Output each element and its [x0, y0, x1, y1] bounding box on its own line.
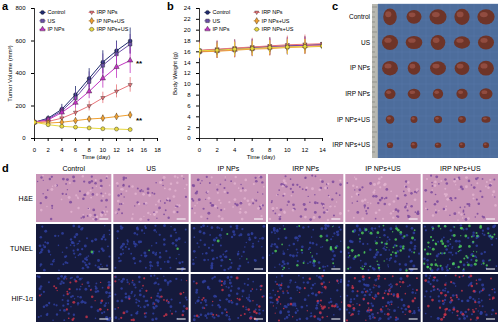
svg-text:US: US: [146, 165, 156, 172]
svg-text:10: 10: [284, 147, 291, 153]
svg-text:10: 10: [184, 81, 191, 87]
svg-text:8: 8: [87, 147, 91, 153]
html-text:b: b: [167, 0, 174, 12]
svg-text:TUNEL: TUNEL: [10, 245, 33, 252]
svg-text:**: **: [136, 59, 143, 68]
svg-text:18: 18: [154, 147, 161, 153]
svg-text:800: 800: [15, 5, 26, 11]
svg-text:400: 400: [15, 70, 26, 76]
svg-text:US: US: [361, 39, 371, 46]
svg-text:Body Weight (g): Body Weight (g): [172, 52, 178, 95]
svg-text:14: 14: [127, 147, 134, 153]
svg-text:HIF-1α: HIF-1α: [11, 295, 33, 302]
svg-text:24: 24: [184, 5, 191, 11]
svg-text:14: 14: [319, 147, 326, 153]
svg-text:IRP NPs: IRP NPs: [345, 90, 371, 97]
svg-text:4: 4: [187, 114, 191, 120]
svg-text:IRP NPs: IRP NPs: [262, 9, 283, 15]
svg-text:6: 6: [251, 147, 255, 153]
svg-text:Control: Control: [47, 9, 65, 15]
svg-text:12: 12: [113, 147, 120, 153]
svg-text:IRP NPs+US: IRP NPs+US: [440, 165, 481, 172]
svg-text:IP NPs: IP NPs: [212, 26, 229, 32]
svg-text:600: 600: [15, 38, 26, 44]
svg-text:H&E: H&E: [19, 195, 34, 202]
svg-text:14: 14: [184, 60, 191, 66]
svg-text:4: 4: [60, 147, 64, 153]
svg-text:IRP NPs: IRP NPs: [292, 165, 319, 172]
svg-text:IP NPs+US: IP NPs+US: [337, 116, 371, 123]
svg-text:12: 12: [184, 70, 191, 76]
svg-text:12: 12: [302, 147, 309, 153]
svg-text:Time (day): Time (day): [247, 154, 275, 160]
svg-text:Tumor Volume (mm³): Tumor Volume (mm³): [7, 45, 13, 101]
svg-text:200: 200: [15, 103, 26, 109]
svg-text:IRP NPs+US: IRP NPs+US: [97, 26, 129, 32]
svg-text:8: 8: [187, 92, 191, 98]
svg-text:0: 0: [198, 147, 202, 153]
svg-text:IP NPs: IP NPs: [218, 165, 240, 172]
html-text:a: a: [2, 0, 9, 12]
svg-text:IP NPs+US: IP NPs+US: [97, 18, 125, 24]
svg-text:IRP NPs: IRP NPs: [97, 9, 118, 15]
svg-text:6: 6: [74, 147, 78, 153]
svg-text:16: 16: [184, 49, 191, 55]
svg-text:20: 20: [184, 27, 191, 33]
svg-text:6: 6: [187, 103, 191, 109]
html-text:d: d: [2, 162, 9, 174]
svg-text:US: US: [212, 18, 220, 24]
svg-text:IP NPs: IP NPs: [47, 26, 64, 32]
svg-text:2: 2: [187, 125, 191, 131]
svg-text:Control: Control: [212, 9, 230, 15]
svg-text:IRP NPs+US: IRP NPs+US: [262, 26, 294, 32]
svg-text:0: 0: [22, 135, 26, 141]
svg-text:Control: Control: [62, 165, 85, 172]
svg-text:2: 2: [46, 147, 50, 153]
svg-text:2: 2: [215, 147, 219, 153]
svg-text:IP NPs+US: IP NPs+US: [262, 18, 290, 24]
svg-text:4: 4: [233, 147, 237, 153]
svg-text:IP NPs+US: IP NPs+US: [365, 165, 401, 172]
html-text:c: c: [332, 0, 339, 12]
svg-text:IRP NPs+US: IRP NPs+US: [332, 141, 370, 148]
svg-text:0: 0: [187, 135, 191, 141]
svg-text:**: **: [136, 116, 143, 125]
svg-text:0: 0: [33, 147, 37, 153]
svg-text:IP NPs: IP NPs: [350, 64, 371, 71]
svg-text:8: 8: [268, 147, 272, 153]
svg-text:10: 10: [99, 147, 106, 153]
svg-text:18: 18: [184, 38, 191, 44]
svg-text:Control: Control: [349, 13, 371, 20]
svg-text:US: US: [47, 18, 55, 24]
svg-text:16: 16: [140, 147, 147, 153]
svg-text:Time (day): Time (day): [82, 154, 110, 160]
svg-text:22: 22: [184, 16, 191, 22]
